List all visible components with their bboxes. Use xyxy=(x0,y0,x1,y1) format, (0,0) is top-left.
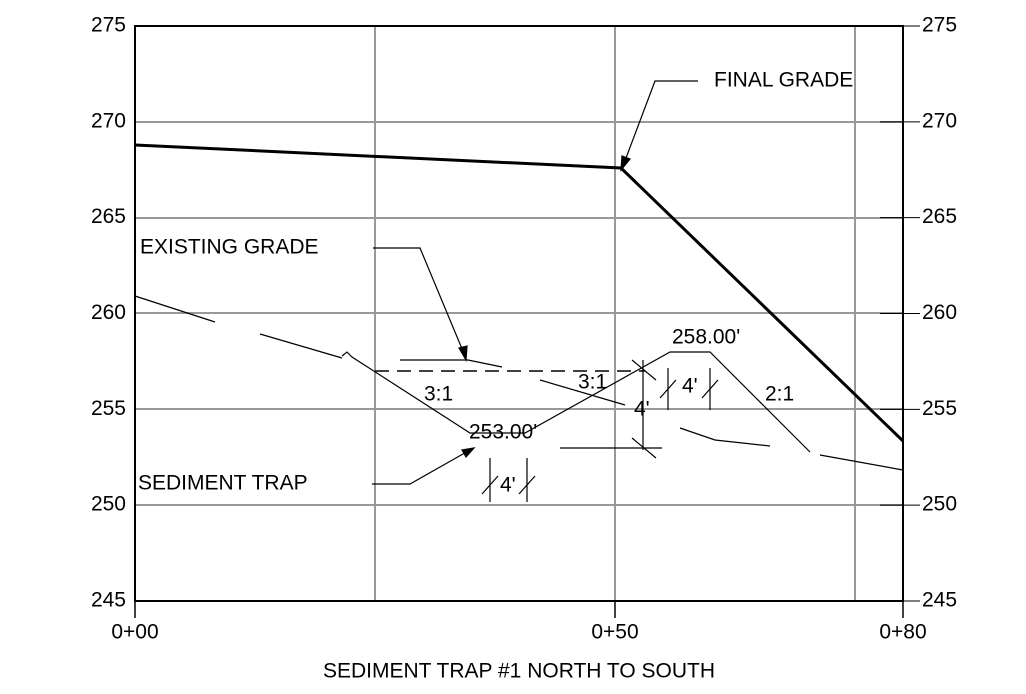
y-tick-label: 260 xyxy=(922,301,957,324)
y-tick-label: 265 xyxy=(922,205,957,228)
dimension: 4' xyxy=(500,474,516,497)
y-tick-label: 275 xyxy=(91,14,126,37)
y-tick-label: 265 xyxy=(91,205,126,228)
y-tick-label: 250 xyxy=(91,493,126,516)
grid xyxy=(135,26,903,601)
callout: FINAL GRADE xyxy=(714,69,853,92)
existing-grade xyxy=(134,295,904,471)
dimension: 253.00' xyxy=(469,421,537,444)
x-tick-label: 0+50 xyxy=(591,621,638,644)
y-tick-label: 245 xyxy=(91,589,126,612)
y-tick-label: 255 xyxy=(922,397,957,420)
callout: SEDIMENT TRAP xyxy=(138,472,308,495)
sediment-trap xyxy=(341,351,811,502)
x-tick-label: 0+80 xyxy=(879,621,926,644)
leaders xyxy=(372,80,698,485)
x-axis-title: SEDIMENT TRAP #1 NORTH TO SOUTH xyxy=(323,660,715,683)
y-tick-label: 275 xyxy=(922,14,957,37)
y-tick-label: 260 xyxy=(91,301,126,324)
dimension: 2:1 xyxy=(765,383,794,406)
y-tick-label: 270 xyxy=(91,109,126,132)
y-tick-label: 270 xyxy=(922,109,957,132)
y-tick-label: 250 xyxy=(922,493,957,516)
dimension: 4' xyxy=(634,398,650,421)
dimension: 258.00' xyxy=(672,326,740,349)
dimension: 3:1 xyxy=(578,371,607,394)
x-tick-label: 0+00 xyxy=(111,621,158,644)
dimension: 4' xyxy=(682,375,698,398)
y-tick-label: 245 xyxy=(922,589,957,612)
dimension: 3:1 xyxy=(424,383,453,406)
y-tick-label: 255 xyxy=(91,397,126,420)
callout: EXISTING GRADE xyxy=(140,236,319,259)
